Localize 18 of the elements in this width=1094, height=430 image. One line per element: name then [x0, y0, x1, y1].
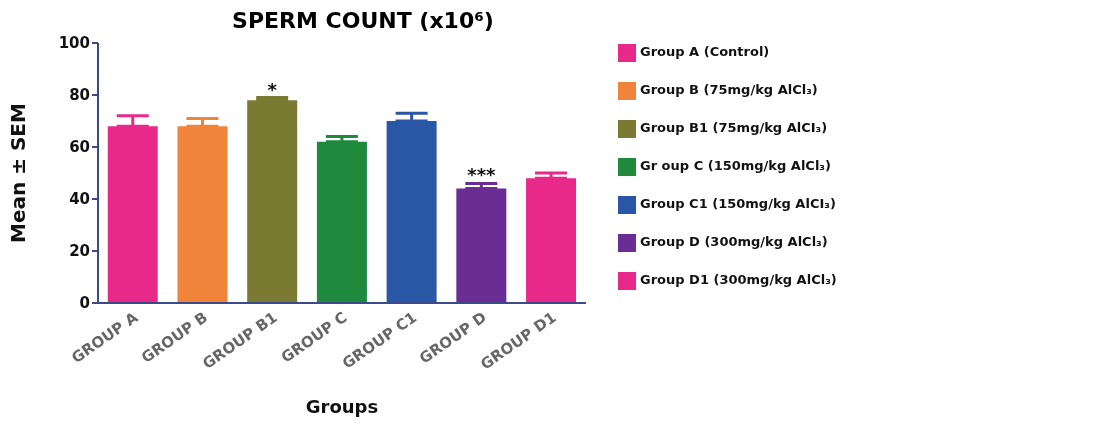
y-axis-title: Mean ± SEM — [6, 103, 31, 243]
chart-title: SPERM COUNT (x10⁶) — [231, 8, 495, 33]
legend-label: Group B (75mg/kg AlCl₃) — [640, 82, 818, 97]
legend-label: Group C1 (150mg/kg AlCI₃) — [640, 196, 836, 211]
y-tick-label: 0 — [79, 294, 90, 313]
legend-label: Gr oup C (150mg/kg AlCl₃) — [640, 158, 831, 173]
legend-label: Group D (300mg/kg AlCl₃) — [640, 234, 828, 249]
legend-label: Group B1 (75mg/kg AlCI₃) — [640, 120, 828, 135]
annotation: *** — [467, 164, 497, 186]
y-tick-label: 40 — [69, 190, 90, 209]
legend-label: Group A (Control) — [640, 44, 770, 59]
legend-label: Group D1 (300mg/kg AlCl₃) — [640, 272, 837, 287]
y-tick-label: 20 — [69, 242, 90, 261]
x-axis-title: Groups — [305, 396, 379, 417]
y-tick-label: 100 — [58, 34, 90, 53]
annotation: * — [267, 78, 278, 100]
y-tick-label: 80 — [69, 86, 90, 105]
y-tick-label: 60 — [69, 138, 90, 157]
